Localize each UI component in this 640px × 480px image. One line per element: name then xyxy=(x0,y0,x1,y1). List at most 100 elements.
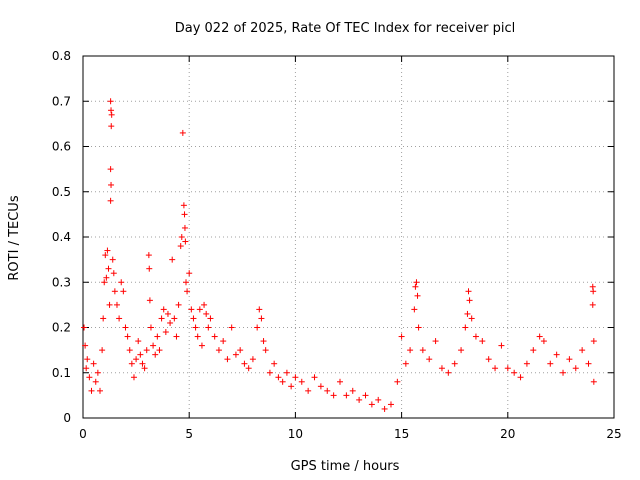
data-point xyxy=(102,252,109,259)
y-tick-label: 0.5 xyxy=(52,185,71,199)
data-point xyxy=(184,288,191,295)
data-point xyxy=(104,247,111,254)
data-point xyxy=(108,107,115,114)
data-point xyxy=(158,315,165,322)
data-point xyxy=(145,252,152,259)
data-point xyxy=(337,378,344,385)
data-point xyxy=(92,378,99,385)
data-points xyxy=(81,98,597,412)
data-point xyxy=(150,342,157,349)
data-point xyxy=(292,374,299,381)
x-axis-label: GPS time / hours xyxy=(291,459,400,474)
data-point xyxy=(154,333,161,340)
data-point xyxy=(109,256,116,263)
axis-ticks xyxy=(82,55,615,419)
data-point xyxy=(122,324,129,331)
data-point xyxy=(207,315,214,322)
data-point xyxy=(180,202,187,209)
data-point xyxy=(381,405,388,412)
data-point xyxy=(472,333,479,340)
data-point xyxy=(190,315,197,322)
data-point xyxy=(249,356,256,363)
y-tick-label: 0.6 xyxy=(52,140,71,154)
data-point xyxy=(262,347,269,354)
data-point xyxy=(205,324,212,331)
data-point xyxy=(415,324,422,331)
data-point xyxy=(279,378,286,385)
data-point xyxy=(162,329,169,336)
data-point xyxy=(349,387,356,394)
data-point xyxy=(368,401,375,408)
data-point xyxy=(220,338,227,345)
data-point xyxy=(465,288,472,295)
data-point xyxy=(523,360,530,367)
data-point xyxy=(305,387,312,394)
data-point xyxy=(553,351,560,358)
data-point xyxy=(175,301,182,308)
data-point xyxy=(432,338,439,345)
data-point xyxy=(298,378,305,385)
data-point xyxy=(260,338,267,345)
data-point xyxy=(479,338,486,345)
data-point xyxy=(232,351,239,358)
y-tick-label: 0.1 xyxy=(52,366,71,380)
data-point xyxy=(188,306,195,313)
data-point xyxy=(464,310,471,317)
data-point xyxy=(414,292,421,299)
data-point xyxy=(116,315,123,322)
data-point xyxy=(375,396,382,403)
data-point xyxy=(492,365,499,372)
y-tick-label: 0.4 xyxy=(52,230,71,244)
data-point xyxy=(466,297,473,304)
data-point xyxy=(99,347,106,354)
y-tick-label: 0.8 xyxy=(52,49,71,63)
data-point xyxy=(105,265,112,272)
data-point xyxy=(485,356,492,363)
data-point xyxy=(139,360,146,367)
data-point xyxy=(178,234,185,240)
data-point xyxy=(288,383,295,390)
data-point xyxy=(540,338,547,345)
data-point xyxy=(572,365,579,372)
data-point xyxy=(317,383,324,390)
data-point xyxy=(182,238,189,245)
data-point xyxy=(194,333,201,340)
data-point xyxy=(275,374,282,381)
data-point xyxy=(228,324,235,331)
data-point xyxy=(130,374,137,381)
y-tick-label: 0.7 xyxy=(52,94,71,108)
data-point xyxy=(356,396,363,403)
data-point xyxy=(517,374,524,381)
data-point xyxy=(143,347,150,354)
data-point xyxy=(96,387,103,394)
data-point xyxy=(468,315,475,322)
data-point xyxy=(458,347,465,354)
data-point xyxy=(108,181,115,188)
data-point xyxy=(160,306,167,313)
data-point xyxy=(590,378,597,385)
data-point xyxy=(147,324,154,331)
plot-frame xyxy=(82,55,615,419)
data-point xyxy=(128,360,135,367)
data-point xyxy=(113,301,120,308)
data-point xyxy=(445,369,452,376)
data-point xyxy=(90,360,97,367)
data-point xyxy=(107,166,114,173)
data-point xyxy=(86,374,93,381)
data-point xyxy=(181,211,188,218)
chart-title: Day 022 of 2025, Rate Of TEC Index for r… xyxy=(175,21,516,36)
data-point xyxy=(198,342,205,349)
data-point xyxy=(258,315,265,322)
data-point xyxy=(590,288,597,295)
data-point xyxy=(196,306,203,313)
data-point xyxy=(451,360,458,367)
data-point xyxy=(171,315,178,322)
data-point xyxy=(81,324,88,331)
data-point xyxy=(426,356,433,363)
data-point xyxy=(82,342,89,349)
data-point xyxy=(124,333,131,340)
data-point xyxy=(106,301,113,308)
data-point xyxy=(183,279,190,286)
data-point xyxy=(311,374,318,381)
data-point xyxy=(590,338,597,345)
